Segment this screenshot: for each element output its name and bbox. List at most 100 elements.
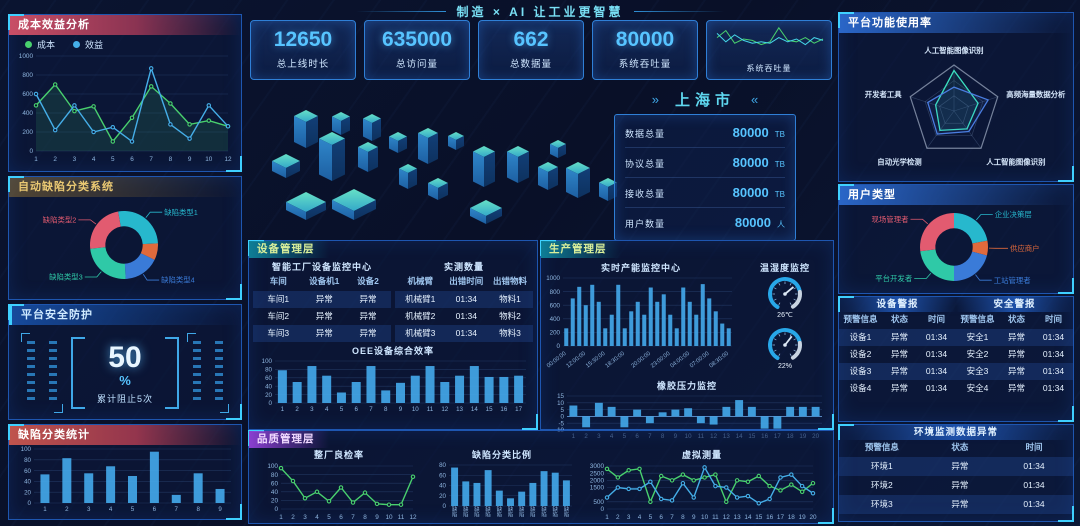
cell: 01:34: [1023, 480, 1045, 490]
svg-text:供应商户: 供应商户: [1010, 244, 1040, 253]
temperature-gauge: 26℃: [768, 277, 802, 319]
svg-text:8: 8: [363, 514, 367, 521]
svg-text:14: 14: [471, 406, 478, 413]
svg-text:2000: 2000: [590, 478, 605, 485]
svg-text:20: 20: [271, 498, 279, 505]
table-row[interactable]: 设备1 异常 01:34: [839, 329, 956, 346]
throughput-mini-chart: [716, 26, 824, 46]
svg-text:500: 500: [593, 499, 604, 506]
col-header: 时间: [927, 314, 945, 324]
svg-text:2: 2: [65, 506, 69, 513]
svg-text:17: 17: [515, 406, 522, 413]
svg-text:100: 100: [267, 463, 278, 470]
city-metric-row: 数据总量 80000 TB: [625, 118, 785, 148]
stat-label: 总数据量: [509, 59, 552, 70]
cell: 物料3: [499, 328, 521, 338]
table-row[interactable]: 安全2 异常 01:34: [956, 346, 1073, 363]
security-body: 50 % 累计阻止5次: [9, 325, 241, 413]
table-row[interactable]: 安全4 异常 01:34: [956, 380, 1073, 397]
city-metric-row: 用户数量 80000 人: [625, 208, 785, 237]
svg-text:800: 800: [550, 289, 561, 296]
panel-title: 平台安全防护: [9, 305, 241, 325]
col-header: 预警信息: [960, 314, 995, 324]
svg-text:13: 13: [734, 514, 742, 521]
cell: 设备3: [849, 366, 872, 376]
svg-text:200: 200: [550, 330, 561, 337]
svg-text:7: 7: [149, 156, 153, 163]
svg-text:13: 13: [456, 406, 463, 413]
cell: 异常: [1007, 366, 1025, 376]
svg-text:12: 12: [224, 156, 232, 163]
table-body: 安全1 异常 01:34 安全2 异常 01:34 安全3 异常 01:34 安…: [956, 329, 1073, 397]
panel-title: 缺陷分类统计: [9, 425, 241, 445]
cell: 车间3: [267, 328, 290, 338]
svg-text:10: 10: [205, 156, 213, 163]
cell: 01:34: [1042, 366, 1065, 376]
table-body: 设备1 异常 01:34 设备2 异常 01:34 设备3 异常 01:34 设…: [839, 329, 956, 397]
chevron-left-icon[interactable]: »: [651, 91, 659, 107]
svg-text:4: 4: [315, 514, 319, 521]
col-header: 预警信息: [864, 442, 899, 452]
svg-text:15: 15: [486, 406, 493, 413]
table-row[interactable]: 机械臂3 01:34 物料3: [395, 325, 533, 342]
table-row[interactable]: 安全1 异常 01:34: [956, 329, 1073, 346]
table-row[interactable]: 设备4 异常 01:34: [839, 380, 956, 397]
svg-text:2: 2: [291, 514, 295, 521]
metric-label: 协议总量: [625, 159, 666, 169]
table-row[interactable]: 机械臂2 01:34 物料2: [395, 308, 533, 325]
cell: 环境2: [871, 480, 893, 490]
table-row[interactable]: 环境3 异常 01:34: [839, 495, 1073, 514]
table-row[interactable]: 设备2 异常 01:34: [839, 346, 956, 363]
svg-text:人工智能图像识别: 人工智能图像识别: [986, 157, 1045, 166]
table-body: 机械臂1 01:34 物料1 机械臂2 01:34 物料2 机械臂3 01:34…: [395, 291, 533, 342]
table-row[interactable]: 机械臂1 01:34 物料1: [395, 291, 533, 308]
blocked-percent-value: 50: [108, 341, 142, 374]
svg-text:200: 200: [22, 129, 33, 136]
metric-value: 80000: [732, 155, 769, 170]
cell: 异常: [359, 311, 377, 321]
stat-label: 总访问量: [395, 59, 438, 70]
col-header: 车间: [269, 276, 287, 286]
svg-text:100: 100: [21, 446, 32, 453]
svg-text:07:00:00: 07:00:00: [689, 351, 710, 370]
table-row[interactable]: 环境1 异常 01:34: [839, 457, 1073, 476]
svg-text:缺陷: 缺陷: [452, 505, 458, 519]
svg-text:缺陷类型1: 缺陷类型1: [164, 208, 198, 217]
svg-text:2500: 2500: [590, 470, 605, 477]
metric-unit: TB: [774, 190, 785, 199]
table-row[interactable]: 环境2 异常 01:34: [839, 476, 1073, 495]
panel-title: 品质管理层: [249, 431, 329, 448]
table-title: 实测数量: [443, 262, 484, 272]
svg-text:08:30:00: 08:30:00: [708, 351, 729, 370]
svg-text:15: 15: [557, 393, 564, 400]
svg-text:9: 9: [399, 406, 403, 413]
cell: 异常: [890, 383, 908, 393]
table-row[interactable]: 车间1 异常 异常: [253, 291, 391, 308]
svg-text:缺陷: 缺陷: [519, 505, 525, 519]
svg-text:缺陷: 缺陷: [463, 505, 469, 519]
table-row[interactable]: 车间3 异常 异常: [253, 325, 391, 342]
cell: 安全3: [966, 366, 989, 376]
legend-label: 效益: [85, 40, 104, 50]
svg-text:5: 5: [111, 156, 115, 163]
table-row[interactable]: 安全3 异常 01:34: [956, 363, 1073, 380]
chevron-right-icon[interactable]: «: [751, 91, 759, 107]
svg-text:11: 11: [398, 514, 405, 521]
table-row[interactable]: 设备3 异常 01:34: [839, 363, 956, 380]
mini-chart-label: 系统吞吐量: [746, 64, 792, 73]
table-title: 设备警报: [839, 297, 956, 312]
svg-text:40: 40: [24, 479, 31, 486]
svg-text:15: 15: [755, 514, 763, 521]
svg-text:26℃: 26℃: [777, 312, 793, 319]
safety-alarm-table: 安全警报 预警信息 状态 时间 安全1 异常 01:34 安全2 异常 01:3…: [956, 297, 1073, 397]
metric-value: 80000: [732, 125, 769, 140]
table-row[interactable]: 车间2 异常 异常: [253, 308, 391, 325]
panel-defect-stats: 缺陷分类统计 0 20 40 60 80 100 1 2 3 4 5 6 7 8 9: [8, 424, 242, 520]
svg-text:0: 0: [443, 503, 447, 510]
city-metrics: 数据总量 80000 TB 协议总量 80000 TB 接收总量 80000 T…: [614, 114, 796, 241]
cell: 车间1: [267, 294, 290, 304]
svg-text:5: 5: [649, 514, 653, 521]
panel-quality-mgmt: 品质管理层 整厂良检率 0 20 40 60 80 100 1 2 3 4 5 6 7 8 9 10 11 12 …: [248, 430, 834, 524]
